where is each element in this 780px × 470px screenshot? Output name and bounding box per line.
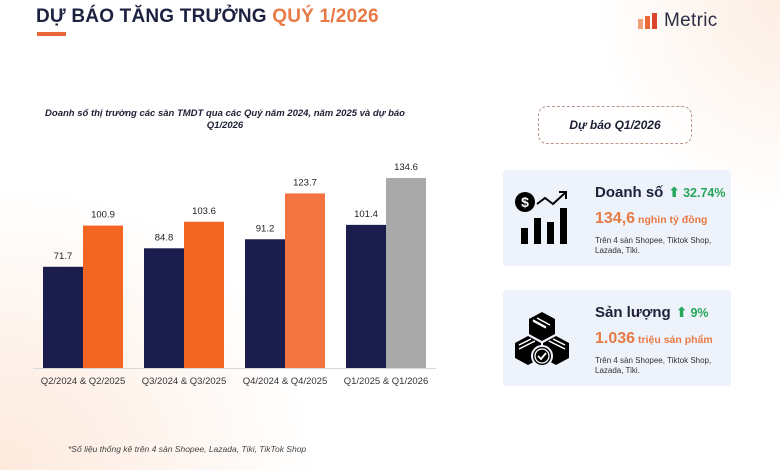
metric-logo-icon <box>638 13 657 29</box>
revenue-heading: Doanh số ⬆ 32.74% <box>595 184 725 201</box>
bar-next-0 <box>83 225 123 368</box>
bar-next-3 <box>386 178 426 368</box>
bar-chart: 71.7 100.9 Q2/2024 & Q2/2025 84.8 103.6 Q3/20… <box>33 162 436 387</box>
page-title: DỰ BÁO TĂNG TRƯỞNG QUÝ 1/2026 <box>36 6 379 28</box>
volume-card: Sản lượng ⬆ 9% 1.036 triệu sản phẩm Trên 4 … <box>503 290 731 386</box>
data-label: 134.6 <box>394 162 418 173</box>
x-tick-label: Q2/2024 & Q2/2025 <box>41 376 126 387</box>
x-tick-label: Q4/2024 & Q4/2025 <box>243 376 328 387</box>
data-label: 103.6 <box>192 206 216 217</box>
bar-next-1 <box>184 221 224 368</box>
title-underline <box>37 32 66 36</box>
bar-next-2 <box>285 193 325 368</box>
bar-prior-0 <box>43 266 83 368</box>
revenue-unit: nghìn tỷ đồng <box>638 214 708 226</box>
data-label: 123.7 <box>293 177 317 188</box>
data-label: 100.9 <box>91 210 115 221</box>
x-tick-label: Q3/2024 & Q3/2025 <box>142 376 227 387</box>
volume-heading: Sản lượng ⬆ 9% <box>595 304 709 321</box>
volume-value: 1.036 <box>595 330 636 347</box>
volume-note: Trên 4 sàn Shopee, Tiktok Shop, Lazada, … <box>595 356 712 375</box>
data-label: 84.8 <box>155 232 174 243</box>
bar-prior-2 <box>245 239 285 368</box>
revenue-note: Trên 4 sàn Shopee, Tiktok Shop, Lazada, … <box>595 236 712 255</box>
revenue-chart-icon: $ <box>515 191 567 244</box>
svg-text:$: $ <box>521 194 529 210</box>
arrow-up-icon: ⬆ <box>668 184 681 200</box>
bar-prior-1 <box>144 248 184 368</box>
logo: Metric <box>638 10 718 32</box>
revenue-heading-label: Doanh số <box>595 184 664 201</box>
arrow-up-icon: ⬆ <box>675 304 688 320</box>
footnote: *Số liệu thống kê trên 4 sàn Shopee, Laz… <box>68 444 307 454</box>
volume-heading-label: Sản lượng <box>595 304 671 321</box>
forecast-label-box: Dự báo Q1/2026 <box>538 106 692 144</box>
data-label: 71.7 <box>54 251 73 262</box>
page-title-accent: QUÝ 1/2026 <box>272 6 379 27</box>
revenue-growth-pct: 32.74% <box>683 186 726 200</box>
volume-unit: triệu sản phẩm <box>638 334 713 346</box>
x-tick-label: Q1/2025 & Q1/2026 <box>344 376 429 387</box>
data-label: 101.4 <box>354 209 378 220</box>
revenue-value-row: 134,6 nghìn tỷ đồng <box>595 210 707 228</box>
data-label: 91.2 <box>256 223 275 234</box>
revenue-card: $ Doanh số ⬆ 32.74% 134,6 nghìn tỷ đồng Trê… <box>503 170 731 266</box>
chart-title: Doanh số thị trường các sàn TMDT qua các… <box>45 108 405 131</box>
revenue-value: 134,6 <box>595 210 636 227</box>
bar-prior-3 <box>346 224 386 368</box>
forecast-label: Dự báo Q1/2026 <box>569 118 661 132</box>
volume-value-row: 1.036 triệu sản phẩm <box>595 330 713 348</box>
page-title-main: DỰ BÁO TĂNG TRƯỞNG <box>36 6 267 27</box>
boxes-check-icon <box>515 312 569 367</box>
volume-growth-pct: 9% <box>690 306 709 320</box>
logo-text: Metric <box>664 10 718 31</box>
